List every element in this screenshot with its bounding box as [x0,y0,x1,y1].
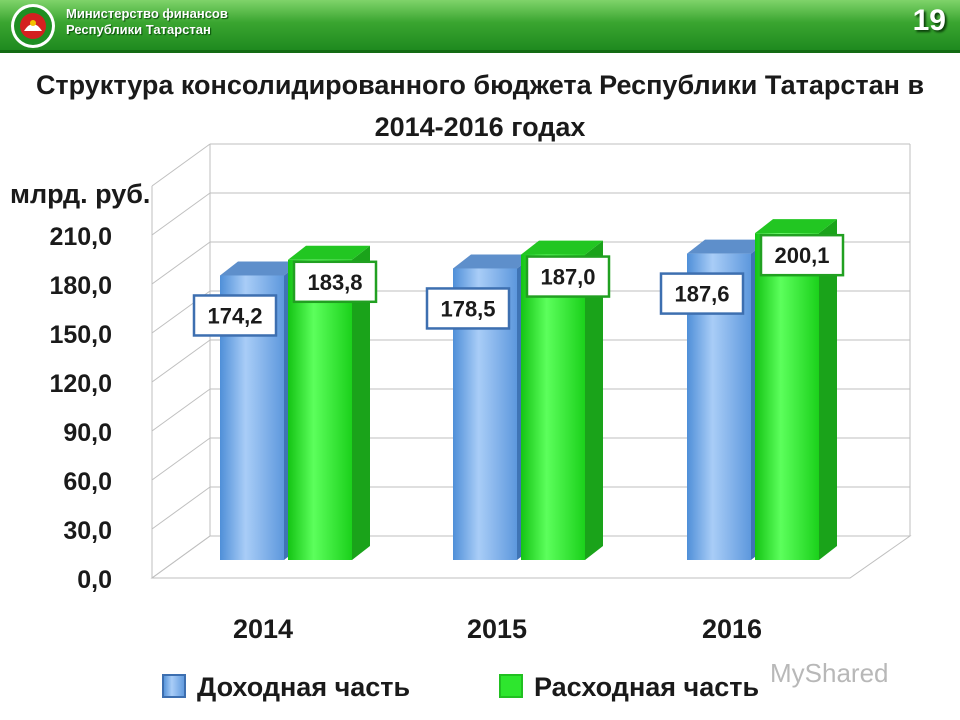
side-gridline [151,192,211,236]
y-tick-label: 30,0 [63,517,112,545]
side-gridline [151,437,211,481]
side-gridline [151,339,211,383]
side-gridline [151,241,211,285]
data-label: 174,2 [207,303,262,328]
ministry-name: Министерство финансов Республики Татарст… [66,6,228,38]
data-label: 183,8 [307,270,362,295]
y-tick-label: 180,0 [49,272,112,300]
bar-side [585,240,603,561]
bar-top [755,219,837,234]
data-label-box [192,294,278,337]
y-tick-label: 150,0 [49,321,112,349]
bar-top [288,245,370,260]
bar-top [453,254,535,269]
bar-top [521,240,603,255]
data-label: 178,5 [440,296,495,321]
y-tick-label: 90,0 [63,419,112,447]
data-label-box [292,260,378,304]
legend-label: Расходная часть [534,672,759,702]
data-label: 200,1 [774,243,829,268]
chart-floor [150,535,912,579]
bar-side [819,219,837,561]
legend-swatch [499,674,523,698]
y-tick-label: 0,0 [77,566,112,594]
bar [755,233,819,561]
bar-top [687,239,769,254]
legend-label: Доходная часть [197,672,410,702]
data-label-box [525,255,611,298]
data-label-box [659,272,745,315]
y-tick-label: 120,0 [49,370,112,398]
data-label: 187,6 [674,282,729,307]
watermark: MyShared [770,658,889,688]
ministry-line-1: Министерство финансов [66,6,228,21]
data-label-box [759,233,845,277]
ministry-line-2: Республики Татарстан [66,22,211,37]
x-tick-label: 2015 [467,614,527,644]
bar-top [220,261,302,276]
y-axis-title: млрд. руб. [10,179,150,209]
x-tick-label: 2014 [233,614,293,644]
chart-title: Структура консолидированного бюджета Рес… [35,70,925,142]
side-gridline [151,388,211,432]
bar-side [352,245,370,560]
data-label-box [425,287,511,330]
page-number: 19 [912,4,946,37]
y-tick-label: 210,0 [49,223,112,251]
side-gridline [151,143,211,187]
y-tick-label: 60,0 [63,468,112,496]
tatarstan-emblem-icon [11,4,55,48]
x-tick-label: 2016 [702,614,762,644]
side-gridline [151,486,211,530]
data-label: 187,0 [540,265,595,290]
header-bar: Министерство финансов Республики Татарст… [0,0,960,53]
bar [521,254,585,561]
bar [288,259,352,560]
legend-swatch [162,674,186,698]
